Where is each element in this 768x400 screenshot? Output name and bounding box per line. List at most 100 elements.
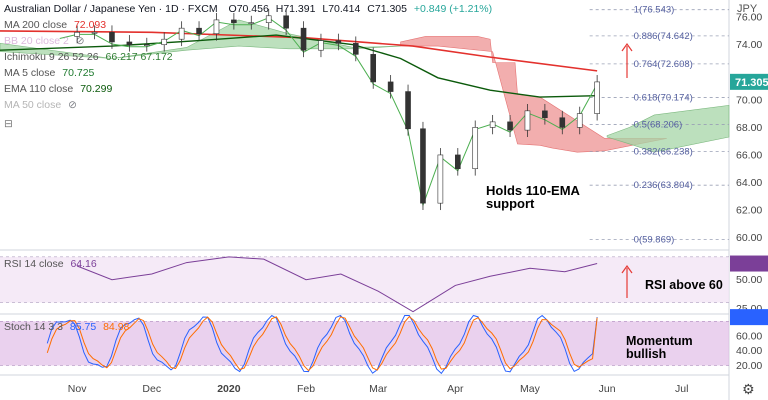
x-tick-label: Apr — [447, 383, 464, 395]
stoch-legend: Stoch 14 3 3 85.75 84.98 — [4, 321, 129, 333]
gear-icon[interactable]: ⚙ — [742, 382, 755, 398]
candle-body — [161, 38, 168, 46]
last-price-badge — [730, 73, 768, 90]
legend-ichimoku[interactable]: Ichimoku 9 26 52 26 66.217 67.172 — [4, 51, 173, 63]
last-price-label: 71.305 — [735, 77, 768, 89]
price-tick-label: 70.00 — [736, 94, 762, 106]
rsi-legend: RSI 14 close 64.16 — [4, 258, 97, 270]
price-tick-label: 76.00 — [736, 12, 762, 24]
stoch-k-value: 85.75 — [69, 321, 97, 333]
eye-crossed-icon[interactable]: ⊘ — [68, 99, 77, 111]
x-tick-label: Dec — [142, 383, 161, 395]
candle-body — [143, 44, 150, 47]
rsi-band — [0, 256, 729, 303]
candle-body — [437, 154, 444, 204]
legend-ma200-value: 72.093 — [73, 19, 107, 31]
candle-body — [265, 15, 272, 23]
stoch-k-line — [46, 314, 598, 375]
rsi-annotation: RSI above 60 — [645, 278, 723, 292]
legend-ema110-value: 70.299 — [80, 83, 113, 95]
candle-body — [91, 32, 98, 34]
candle-body — [594, 81, 600, 114]
candle-body — [576, 113, 583, 128]
rsi-arrowhead — [621, 264, 633, 274]
stoch-tick-label: 60.00 — [736, 331, 762, 343]
candle-body — [370, 54, 377, 83]
candle-body — [178, 27, 185, 40]
price-tick-label: 64.00 — [736, 177, 762, 189]
ichimoku-cloud-bullish-forward — [606, 104, 730, 153]
support-annotation: Holds 110-EMA support — [486, 183, 580, 211]
candle-body — [213, 19, 220, 34]
stoch-d-value: 84.98 — [103, 321, 130, 333]
rsi-line — [76, 256, 598, 313]
candle-body — [248, 22, 255, 24]
fib-level-label: 0.236(63.804) — [634, 180, 693, 191]
price-tick-label: 66.00 — [736, 149, 762, 161]
candle-body — [300, 27, 307, 51]
stoch-tick-label: 40.00 — [736, 345, 762, 357]
stoch-annotation: Momentum bullish — [626, 334, 693, 361]
symbol-title: Australian Dollar / Japanese Yen · 1D · … — [4, 3, 218, 15]
stoch-d-line — [46, 315, 598, 372]
fib-level-label: 0.618(70.174) — [634, 92, 693, 103]
candle-body — [472, 127, 479, 170]
x-tick-label: Nov — [68, 383, 87, 395]
collapse-legend-icon[interactable]: ⊟ — [4, 118, 13, 130]
legend-ma5[interactable]: MA 5 close 70.725 — [4, 67, 94, 79]
price-tick-label: 74.00 — [736, 39, 762, 51]
legend-ema110[interactable]: EMA 110 close 70.299 — [4, 83, 112, 95]
price-tick-label: 62.00 — [736, 205, 762, 217]
fib-level-label: 0.886(74.642) — [634, 31, 693, 42]
rsi-value-badge — [730, 255, 768, 272]
candle-body — [524, 110, 531, 131]
legend-ma5-value: 70.725 — [62, 67, 95, 79]
candle-body — [109, 32, 115, 43]
candle-body — [542, 110, 548, 119]
legend-ma50[interactable]: MA 50 close ⊘ — [4, 99, 78, 111]
x-tick-label: Feb — [297, 383, 315, 395]
x-tick-label: 2020 — [217, 383, 241, 395]
candle-body — [420, 128, 426, 204]
candle-body — [196, 27, 202, 34]
ma5-line — [59, 17, 598, 208]
ema110-line — [0, 34, 598, 98]
stoch-tick-label: 20.00 — [736, 360, 762, 372]
candle-body — [455, 154, 461, 170]
ohlc-close: C71.305 — [367, 3, 407, 15]
eye-crossed-icon[interactable]: ⊘ — [75, 35, 85, 47]
x-tick-label: May — [520, 383, 541, 395]
legend-ma200-label: MA 200 close — [4, 19, 68, 31]
fib-level-label: 0(59.869) — [634, 234, 675, 245]
stoch-k-badge — [730, 309, 768, 326]
legend-bb20-label: BB 20 close 2 — [4, 35, 69, 47]
legend-ichimoku-label: Ichimoku 9 26 52 26 — [4, 51, 99, 63]
ohlc-low: L70.414 — [322, 3, 361, 15]
fib-level-label: 0.5(68.206) — [634, 120, 683, 131]
legend-ma5-label: MA 5 close — [4, 67, 56, 79]
x-tick-label: Jul — [675, 383, 688, 395]
candle-body — [318, 40, 324, 51]
price-tick-label: 60.00 — [736, 232, 762, 244]
ma200-line — [0, 30, 598, 72]
ohlc-open: O70.456 — [228, 3, 269, 15]
candle-body — [489, 121, 496, 128]
legend-ma200[interactable]: MA 200 close 72.093 — [4, 19, 106, 31]
fib-level-label: 1(76.543) — [634, 5, 675, 16]
legend-ma50-label: MA 50 close — [4, 99, 62, 111]
rsi-legend-value: 64.16 — [70, 258, 97, 270]
projection-arrowhead — [621, 42, 633, 52]
currency-label: JPY — [737, 3, 758, 15]
symbol-legend: Australian Dollar / Japanese Yen · 1D · … — [4, 3, 492, 15]
candle-body — [405, 91, 411, 130]
legend-bb20[interactable]: BB 20 close 2 ⊘ — [4, 35, 86, 47]
x-tick-label: Jun — [599, 383, 616, 395]
rsi-legend-label: RSI 14 close — [4, 258, 64, 270]
fib-level-label: 0.382(66.238) — [634, 147, 693, 158]
x-tick-label: Mar — [369, 383, 388, 395]
legend-ema110-label: EMA 110 close — [4, 83, 74, 95]
rsi-tick-label: 50.00 — [736, 274, 762, 286]
ohlc-change: +0.849 (+1.21%) — [413, 3, 493, 15]
candle-body — [335, 40, 342, 44]
